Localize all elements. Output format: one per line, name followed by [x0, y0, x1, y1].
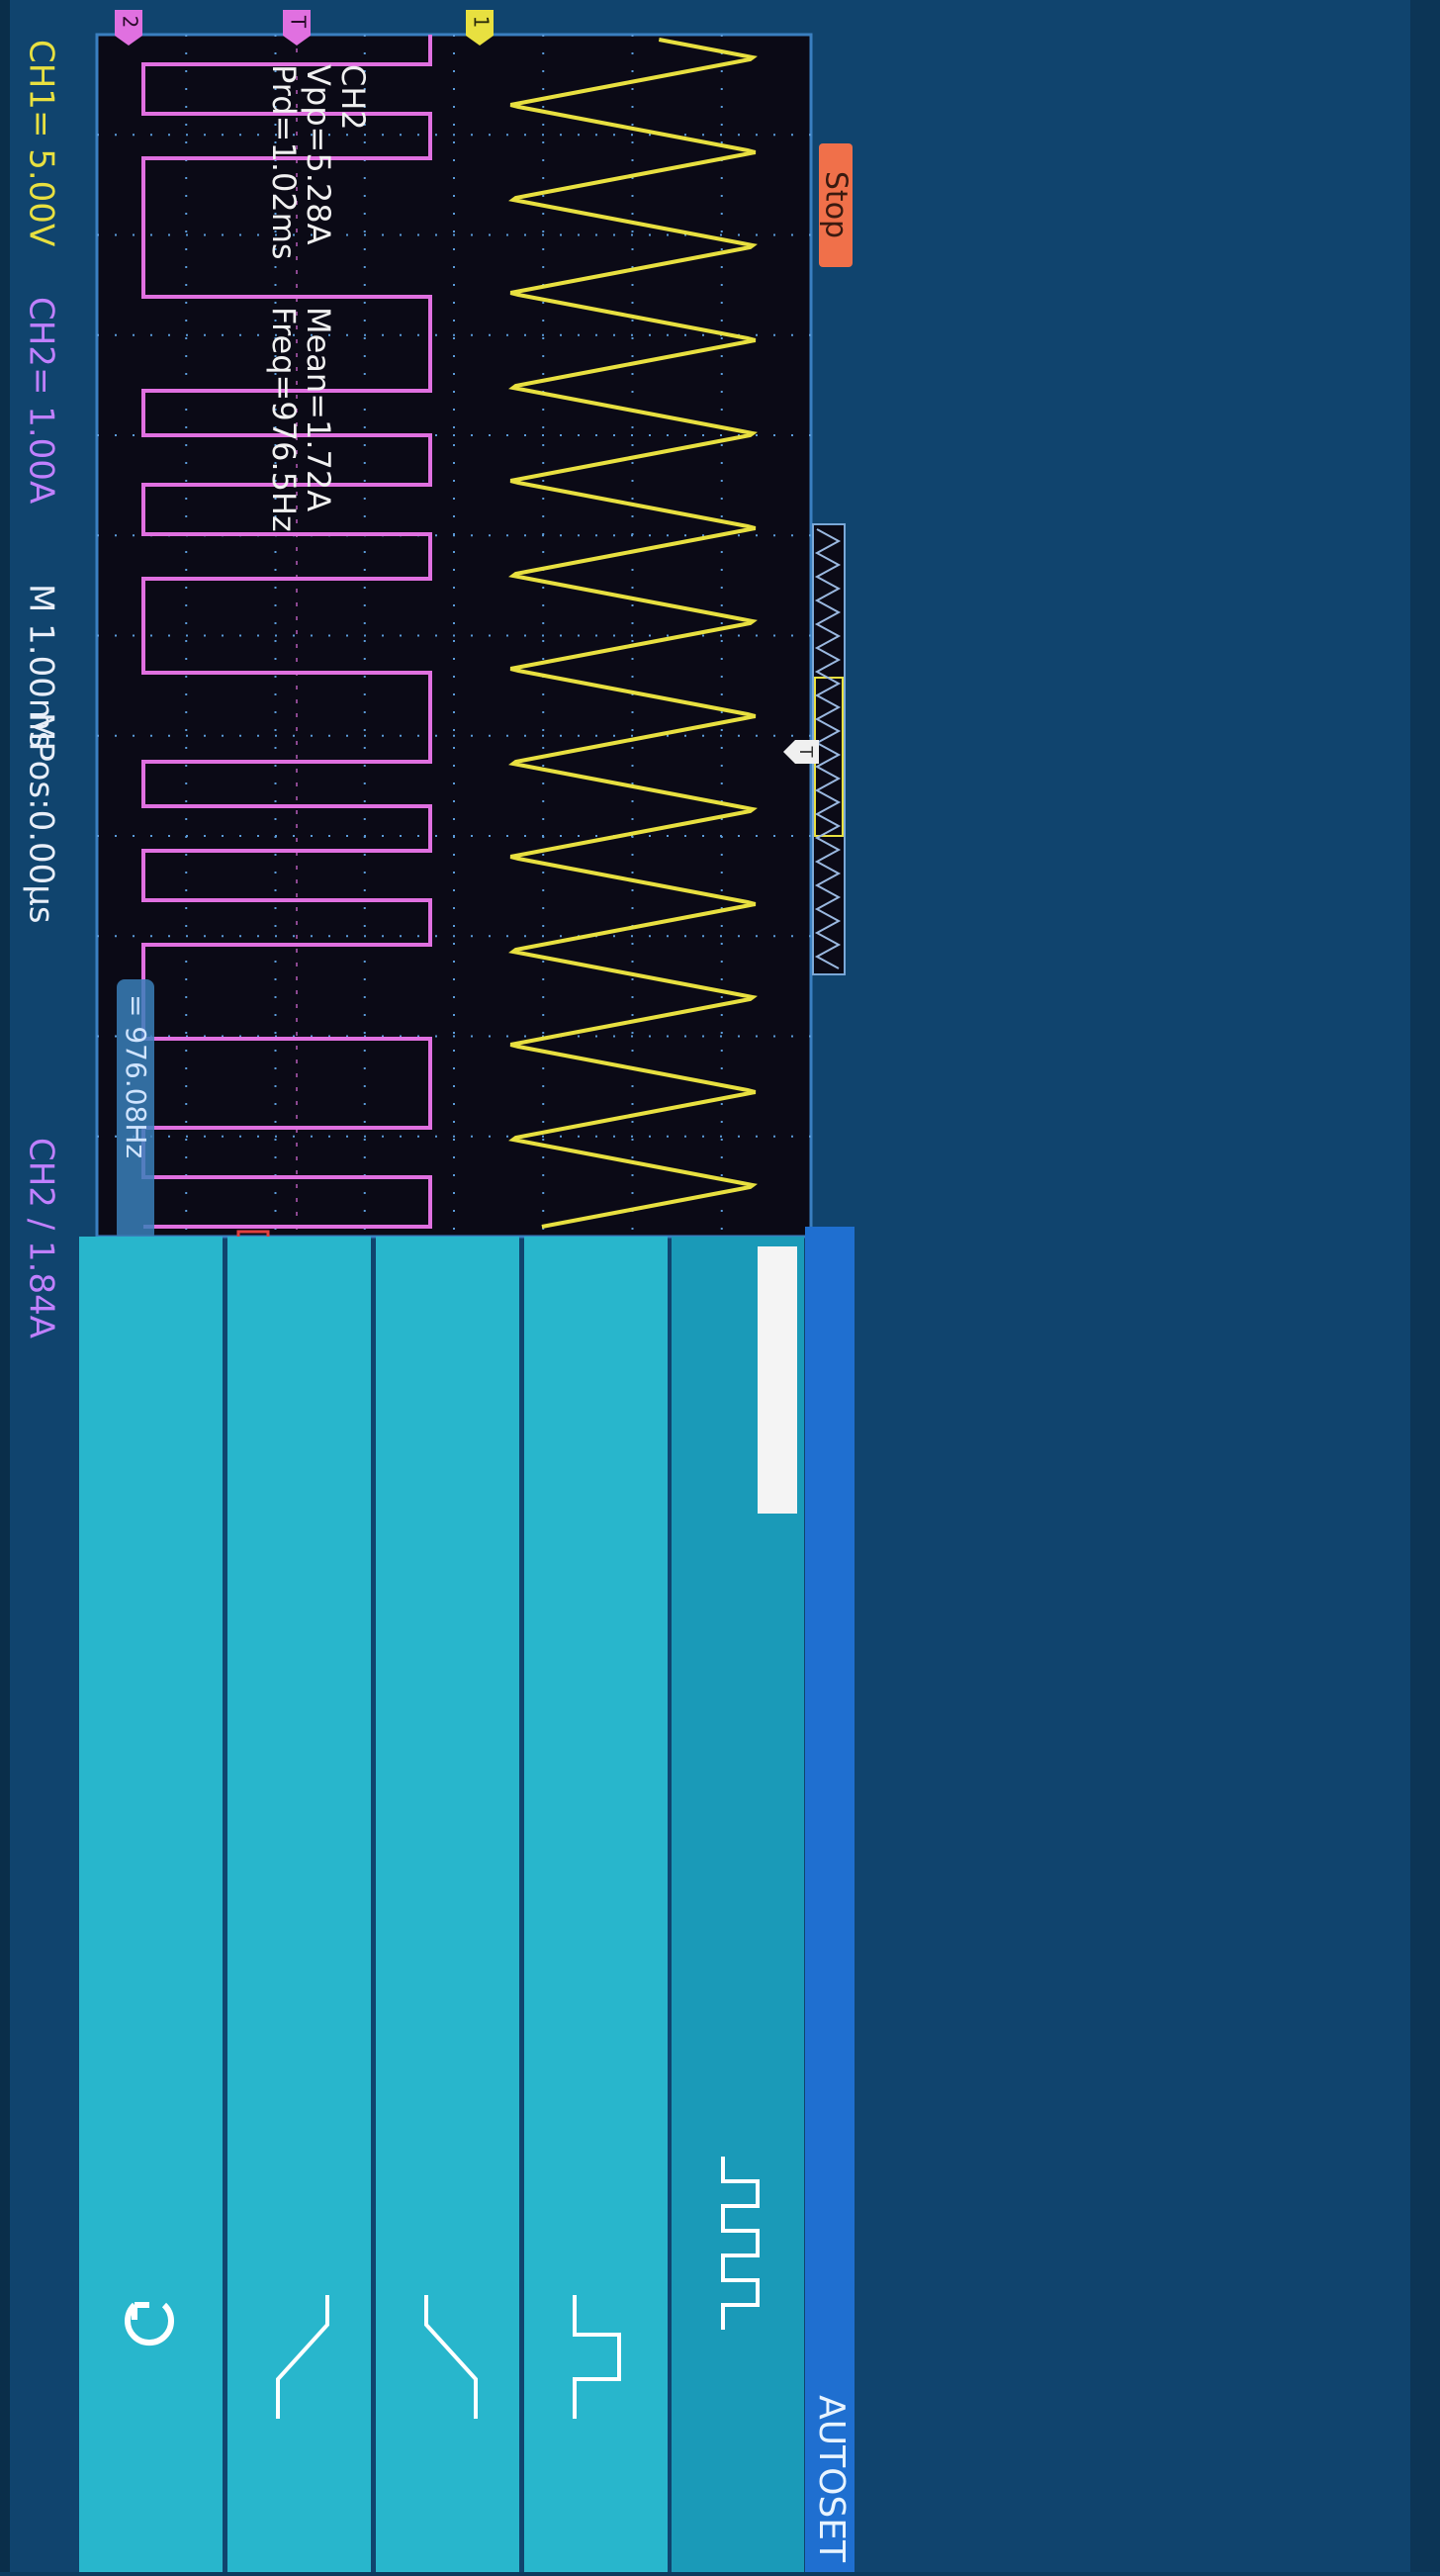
overview-wave [814, 528, 842, 969]
measure-channel: CH2 [334, 64, 372, 131]
menu-title: AUTOSET [811, 2395, 852, 2563]
grid [97, 35, 811, 1237]
menu-button-rising[interactable] [376, 1237, 519, 2572]
ch1-marker-label: 1 [470, 16, 494, 29]
ch1-trace [508, 38, 758, 1229]
ch1-marker [466, 10, 494, 46]
horizontal-position: MPos:0.00µs [22, 712, 61, 924]
waveforms [141, 35, 758, 1237]
measure-mean: Mean=1.72A [300, 307, 337, 511]
run-status-box [819, 143, 853, 267]
ch1-scale: CH1= 5.00V [22, 40, 61, 246]
falling-edge-icon [276, 2295, 329, 2419]
back-icon [125, 2302, 174, 2346]
bottom-bezel [0, 0, 10, 2572]
rising-edge-icon [424, 2295, 478, 2419]
ch2-marker [115, 10, 142, 46]
trigger-position-marker [783, 740, 819, 764]
ch2-scale: CH2= 1.00A [22, 297, 61, 504]
frequency-counter-box [117, 979, 154, 1242]
pulse-train-icon [721, 2157, 760, 2330]
timebase: M 1.00ms [22, 584, 61, 749]
trigger-level-marker [283, 10, 311, 46]
menu-button-falling[interactable] [227, 1237, 371, 2572]
trigger-setting: CH2 / 1.84A [22, 1138, 61, 1338]
menu-button-pulse[interactable] [524, 1237, 668, 2572]
measure-frequency: Freq=976.5Hz [265, 307, 303, 532]
menu-button-back[interactable] [79, 1237, 223, 2572]
ch2-trace [141, 35, 432, 1229]
measure-period: Prd=1.02ms [265, 64, 303, 260]
trigger-position-label: T [795, 746, 816, 759]
menu-button-waveform[interactable] [672, 1237, 804, 2572]
menu-button-selection [758, 1246, 797, 1514]
menu-header [805, 1227, 855, 2572]
trigger-level-label: T [287, 15, 311, 29]
run-status: Stop [819, 171, 854, 238]
measure-vpp: Vpp=5.28A [300, 64, 337, 245]
ch2-marker-label: 2 [119, 16, 142, 29]
top-bezel [1410, 0, 1440, 2572]
frequency-counter: = 976.08Hz [120, 994, 152, 1158]
pulse-icon [573, 2295, 621, 2419]
